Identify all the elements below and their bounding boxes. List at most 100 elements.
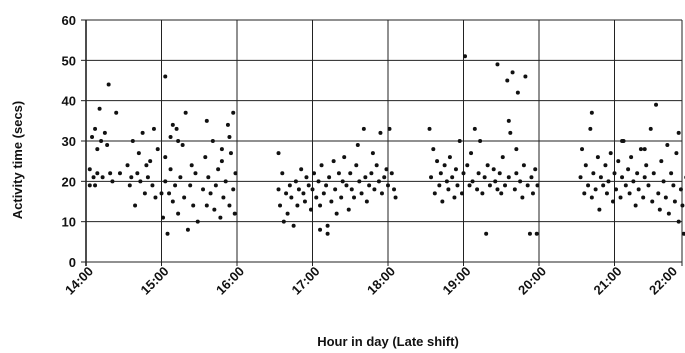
data-point (225, 122, 230, 127)
data-point (450, 175, 455, 180)
data-point (512, 187, 517, 192)
data-point (678, 187, 683, 192)
data-point (503, 183, 508, 188)
data-point (638, 147, 643, 152)
data-point (87, 167, 92, 172)
data-point (130, 139, 135, 143)
data-point (676, 130, 681, 135)
data-point (148, 159, 153, 164)
data-point (470, 179, 475, 184)
data-point (210, 139, 215, 143)
data-point (500, 155, 505, 160)
data-point (393, 195, 398, 200)
data-point (588, 126, 593, 131)
data-point (499, 191, 504, 196)
data-point (174, 126, 179, 131)
data-point (495, 62, 500, 67)
data-point (493, 179, 498, 184)
data-point (663, 195, 668, 200)
data-point (435, 159, 440, 164)
data-point (523, 74, 528, 79)
data-point (372, 187, 377, 192)
data-point (431, 147, 436, 152)
data-point (331, 159, 336, 164)
x-tick-label: 19:00 (440, 264, 474, 298)
data-point (578, 175, 583, 180)
data-point (159, 191, 164, 196)
data-point (476, 171, 481, 176)
data-point (363, 175, 368, 180)
data-point (620, 175, 625, 180)
data-point (681, 231, 685, 236)
data-point (280, 171, 285, 176)
data-point (392, 187, 397, 192)
data-point (168, 134, 173, 139)
data-point (386, 183, 390, 188)
data-point (369, 171, 374, 176)
data-point (102, 130, 107, 135)
x-tick-label: 18:00 (364, 264, 398, 298)
data-point (216, 167, 221, 172)
data-point (603, 163, 608, 168)
data-point (459, 191, 464, 196)
data-point (142, 191, 147, 196)
data-point (384, 167, 389, 172)
data-point (231, 110, 236, 115)
data-point (302, 199, 307, 204)
data-point (285, 211, 290, 216)
data-point (452, 195, 457, 200)
data-point (487, 183, 492, 188)
data-point (227, 134, 232, 139)
data-point (318, 227, 323, 232)
x-axis-label: Hour in day (Late shift) (317, 334, 459, 349)
data-point (676, 219, 681, 224)
data-point (178, 175, 183, 180)
data-point (379, 191, 384, 196)
data-point (610, 199, 615, 204)
data-point (514, 171, 519, 176)
data-point (99, 139, 104, 143)
data-point (206, 175, 211, 180)
data-point (495, 187, 500, 192)
data-point (165, 231, 170, 236)
data-point (583, 163, 588, 168)
x-tick-label: 20:00 (515, 264, 549, 298)
data-point (204, 118, 209, 123)
data-point (463, 54, 468, 59)
data-point (593, 187, 598, 192)
data-point (339, 195, 344, 200)
data-point (287, 183, 292, 188)
data-point (170, 199, 175, 204)
data-point (529, 175, 534, 180)
data-point (100, 175, 105, 180)
data-point (299, 167, 304, 172)
data-point (635, 171, 640, 176)
data-point (135, 171, 140, 176)
data-point (276, 151, 281, 156)
data-point (349, 187, 354, 192)
data-point (114, 110, 119, 115)
data-point (633, 203, 638, 208)
data-point (93, 183, 98, 188)
data-point (515, 90, 520, 95)
data-point (514, 147, 519, 152)
data-point (595, 155, 600, 160)
data-point (612, 171, 617, 176)
data-point (310, 187, 315, 192)
data-point (180, 143, 185, 148)
data-point (155, 147, 160, 152)
data-point (163, 155, 168, 160)
data-point (87, 183, 92, 188)
data-point (108, 171, 113, 176)
data-point (359, 191, 364, 196)
data-point (654, 102, 659, 107)
data-point (95, 147, 100, 152)
data-point (674, 151, 679, 156)
data-point (666, 211, 671, 216)
data-point (626, 167, 631, 172)
x-tick-label: 14:00 (62, 264, 96, 298)
data-point (614, 187, 619, 192)
data-point (133, 203, 138, 208)
data-point (627, 191, 632, 196)
